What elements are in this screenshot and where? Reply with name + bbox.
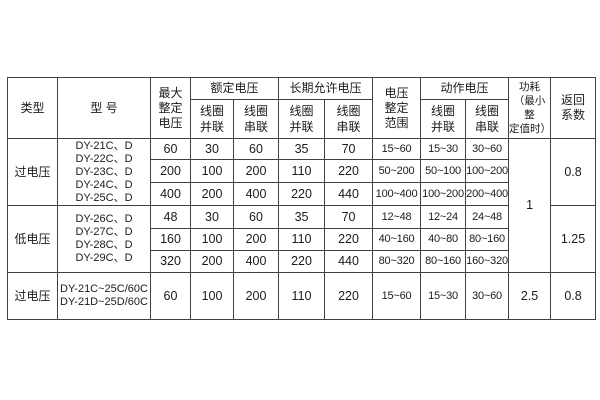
data-cell: 440 <box>324 182 374 206</box>
data-cell: 220 <box>324 228 374 251</box>
data-cell: 100 <box>190 272 234 320</box>
header-coil-series-rated: 线圈 串联 <box>232 99 280 139</box>
data-cell: 160 <box>150 228 191 251</box>
header-setting-range: 电压 整定 范围 <box>372 77 422 139</box>
data-cell: 80~160 <box>465 228 510 251</box>
power-value-merged: 1 <box>508 138 552 273</box>
data-cell: 200 <box>190 182 234 206</box>
data-cell: 400 <box>232 182 280 206</box>
data-cell: 70 <box>324 138 374 160</box>
type-cell: 低电压 <box>7 205 58 273</box>
header-coil-parallel-action: 线圈 并联 <box>420 99 467 139</box>
return-coeff-value: 0.8 <box>550 272 597 320</box>
data-cell: 48 <box>150 205 191 229</box>
data-cell: 100 <box>190 228 234 251</box>
data-cell: 110 <box>278 272 326 320</box>
data-cell: 60 <box>232 138 280 160</box>
data-cell: 100~200 <box>465 159 510 183</box>
header-return-coeff: 返回 系数 <box>550 77 597 139</box>
data-cell: 15~60 <box>372 272 422 320</box>
data-cell: 35 <box>278 205 326 229</box>
data-cell: 50~200 <box>372 159 422 183</box>
data-cell: 60 <box>150 138 191 160</box>
header-model: 型 号 <box>57 77 151 139</box>
type-cell: 过电压 <box>7 272 58 320</box>
header-power: 功耗 （最小整 定值时） <box>508 77 552 139</box>
model-cell: DY-26C、D DY-27C、D DY-28C、D DY-29C、D <box>57 205 151 273</box>
data-cell: 30~60 <box>465 272 510 320</box>
data-cell: 15~60 <box>372 138 422 160</box>
data-cell: 110 <box>278 228 326 251</box>
data-cell: 30~60 <box>465 138 510 160</box>
data-cell: 15~30 <box>420 138 467 160</box>
return-coeff-value: 0.8 <box>550 138 597 206</box>
power-value: 2.5 <box>508 272 552 320</box>
data-cell: 40~80 <box>420 228 467 251</box>
header-coil-parallel-longterm: 线圈 并联 <box>278 99 326 139</box>
header-rated-voltage: 额定电压 <box>189 77 280 100</box>
data-cell: 160~320 <box>465 250 510 273</box>
data-cell: 220 <box>278 250 326 273</box>
data-cell: 60 <box>232 205 280 229</box>
data-cell: 200~400 <box>465 182 510 206</box>
header-coil-series-longterm: 线圈 串联 <box>324 99 374 139</box>
header-long-term-voltage: 长期允许电压 <box>278 77 374 100</box>
data-cell: 110 <box>278 159 326 183</box>
data-cell: 70 <box>324 205 374 229</box>
data-cell: 220 <box>278 182 326 206</box>
data-cell: 440 <box>324 250 374 273</box>
data-cell: 200 <box>232 272 280 320</box>
data-cell: 40~160 <box>372 228 422 251</box>
data-cell: 12~48 <box>372 205 422 229</box>
return-coeff-value: 1.25 <box>550 205 597 273</box>
data-cell: 200 <box>232 159 280 183</box>
data-cell: 80~320 <box>372 250 422 273</box>
header-type: 类型 <box>7 77 58 139</box>
data-cell: 200 <box>232 228 280 251</box>
data-cell: 30 <box>190 205 234 229</box>
header-action-voltage: 动作电压 <box>420 77 510 100</box>
type-cell: 过电压 <box>7 138 58 206</box>
data-cell: 200 <box>190 250 234 273</box>
header-coil-series-action: 线圈 串联 <box>465 99 510 139</box>
model-cell: DY-21C~25C/60C DY-21D~25D/60C <box>57 272 151 320</box>
data-cell: 320 <box>150 250 191 273</box>
data-cell: 30 <box>190 138 234 160</box>
data-cell: 100~400 <box>372 182 422 206</box>
relay-spec-table: 类型 型 号 最大 整定 电压 额定电压 长期允许电压 电压 整定 范围 动作电… <box>7 77 597 320</box>
model-cell: DY-21C、D DY-22C、D DY-23C、D DY-24C、D DY-2… <box>57 138 151 206</box>
data-cell: 220 <box>324 272 374 320</box>
data-cell: 35 <box>278 138 326 160</box>
data-cell: 100~200 <box>420 182 467 206</box>
data-cell: 15~30 <box>420 272 467 320</box>
data-cell: 60 <box>150 272 191 320</box>
data-cell: 100 <box>190 159 234 183</box>
data-cell: 200 <box>150 159 191 183</box>
data-cell: 12~24 <box>420 205 467 229</box>
data-cell: 50~100 <box>420 159 467 183</box>
header-coil-parallel-rated: 线圈 并联 <box>190 99 234 139</box>
data-cell: 400 <box>232 250 280 273</box>
data-cell: 220 <box>324 159 374 183</box>
data-cell: 24~48 <box>465 205 510 229</box>
header-max-setting-voltage: 最大 整定 电压 <box>150 77 191 139</box>
data-cell: 400 <box>150 182 191 206</box>
data-cell: 80~160 <box>420 250 467 273</box>
